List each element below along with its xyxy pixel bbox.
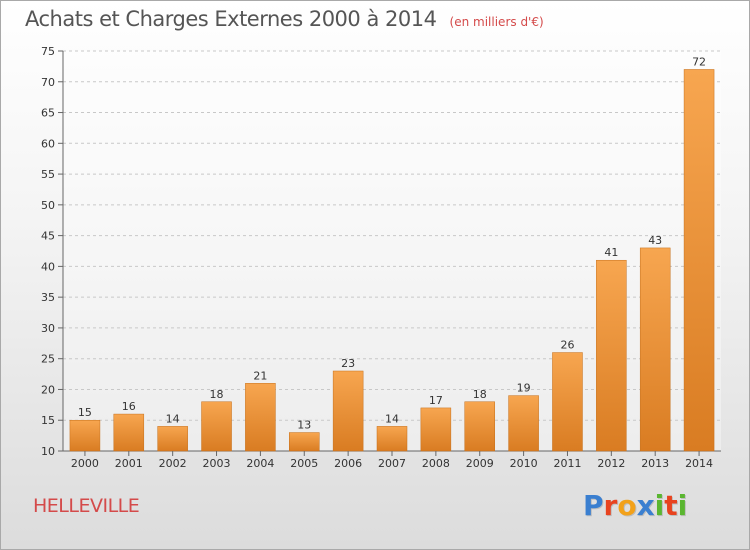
bar	[69, 419, 101, 452]
bar	[552, 352, 583, 452]
x-tick-label: 2005	[290, 457, 318, 470]
x-tick-label: 2007	[378, 457, 406, 470]
bar-data-label: 16	[122, 400, 136, 413]
bar	[376, 426, 408, 452]
bar	[332, 370, 364, 452]
bar	[508, 395, 539, 452]
commune-name: HELLEVILLE	[33, 495, 140, 517]
bar-data-label: 18	[210, 388, 224, 401]
x-tick-label: 2013	[641, 457, 669, 470]
x-tick-label: 2002	[159, 457, 187, 470]
y-tick-label: 20	[41, 383, 55, 396]
proxiti-logo: Proxiti	[583, 489, 687, 522]
x-tick-label: 2006	[334, 457, 362, 470]
x-tick-label: 2003	[203, 457, 231, 470]
x-tick-label: 2010	[510, 457, 538, 470]
chart-title: Achats et Charges Externes 2000 à 2014	[25, 7, 437, 31]
bar	[683, 69, 715, 452]
logo-letter: i	[654, 489, 665, 522]
x-tick-label: 2008	[422, 457, 450, 470]
y-tick-label: 45	[41, 230, 55, 243]
bar	[289, 432, 320, 452]
bar	[113, 413, 145, 452]
bar-data-label: 19	[517, 382, 531, 395]
x-tick-label: 2009	[466, 457, 494, 470]
y-tick-label: 25	[41, 353, 55, 366]
logo-letter: o	[617, 489, 637, 522]
bar	[596, 259, 627, 452]
logo-letter: x	[636, 489, 655, 522]
y-tick-label: 30	[41, 322, 55, 335]
bar-data-label: 14	[166, 412, 180, 425]
x-tick-label: 2001	[115, 457, 143, 470]
bar-data-label: 17	[429, 394, 443, 407]
bar-data-label: 13	[297, 419, 311, 432]
bar-data-label: 15	[78, 406, 92, 419]
y-tick-label: 65	[41, 107, 55, 120]
y-tick-label: 50	[41, 199, 55, 212]
logo-letter: r	[603, 489, 618, 522]
bar-data-label: 18	[473, 388, 487, 401]
bar	[201, 401, 232, 452]
logo-letter: t	[664, 489, 678, 522]
bar-data-label: 41	[604, 246, 618, 259]
bar	[464, 401, 495, 452]
bar-data-label: 26	[560, 339, 574, 352]
x-tick-label: 2011	[553, 457, 581, 470]
bar-data-label: 21	[253, 369, 267, 382]
bar-data-label: 43	[648, 234, 662, 247]
chart-subtitle: (en milliers d'€)	[449, 15, 544, 29]
bar-data-label: 23	[341, 357, 355, 370]
bar	[639, 247, 671, 452]
logo-letter: P	[583, 489, 604, 522]
bar	[420, 407, 452, 452]
bar	[245, 383, 276, 452]
y-tick-label: 15	[41, 414, 55, 427]
x-tick-label: 2014	[685, 457, 713, 470]
y-tick-label: 70	[41, 76, 55, 89]
x-tick-label: 2000	[71, 457, 99, 470]
x-tick-label: 2012	[597, 457, 625, 470]
x-tick-label: 2004	[246, 457, 274, 470]
y-tick-label: 10	[41, 445, 55, 458]
y-tick-label: 55	[41, 168, 55, 181]
bar	[157, 426, 188, 452]
y-tick-label: 75	[41, 45, 55, 58]
logo-letter: i	[677, 489, 688, 522]
bar-data-label: 14	[385, 412, 399, 425]
y-tick-label: 40	[41, 260, 55, 273]
y-tick-label: 35	[41, 291, 55, 304]
y-tick-label: 60	[41, 137, 55, 150]
bar-data-label: 72	[692, 55, 706, 68]
title-row: Achats et Charges Externes 2000 à 2014 (…	[25, 7, 544, 31]
